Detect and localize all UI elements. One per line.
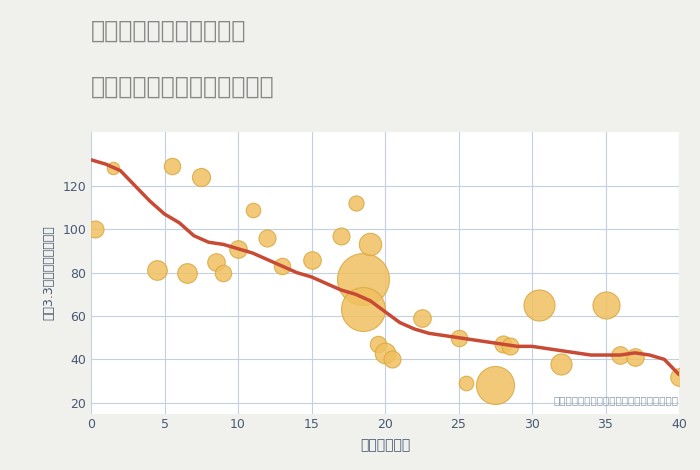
Point <box>350 199 361 207</box>
Text: 奈良県奈良市東寺林町の: 奈良県奈良市東寺林町の <box>91 19 246 43</box>
Point <box>195 173 207 181</box>
Point <box>534 301 545 309</box>
Point <box>335 232 346 240</box>
Point <box>386 356 398 363</box>
Point <box>247 206 258 213</box>
Point <box>416 314 427 322</box>
Point <box>673 373 685 381</box>
Point <box>276 262 288 270</box>
Point <box>379 349 391 357</box>
Point <box>151 266 162 274</box>
Point <box>108 164 119 172</box>
Text: 円の大きさは、取引のあった物件面積を示す: 円の大きさは、取引のあった物件面積を示す <box>554 395 679 405</box>
X-axis label: 築年数（年）: 築年数（年） <box>360 439 410 453</box>
Point <box>600 301 611 309</box>
Point <box>365 241 376 248</box>
Point <box>262 234 273 242</box>
Point <box>629 353 641 361</box>
Point <box>490 382 501 389</box>
Point <box>504 343 515 350</box>
Point <box>461 379 472 387</box>
Point <box>167 163 178 170</box>
Point <box>90 226 101 233</box>
Point <box>615 351 626 359</box>
Point <box>497 340 508 348</box>
Point <box>358 275 369 283</box>
Point <box>372 340 384 348</box>
Point <box>218 269 229 276</box>
Point <box>181 269 192 276</box>
Point <box>232 245 244 252</box>
Point <box>358 306 369 313</box>
Point <box>556 360 567 368</box>
Y-axis label: 坪（3.3㎡）単価（万円）: 坪（3.3㎡）単価（万円） <box>42 225 55 320</box>
Point <box>210 258 221 266</box>
Text: 築年数別中古マンション価格: 築年数別中古マンション価格 <box>91 75 274 99</box>
Point <box>306 256 317 263</box>
Point <box>453 334 464 341</box>
